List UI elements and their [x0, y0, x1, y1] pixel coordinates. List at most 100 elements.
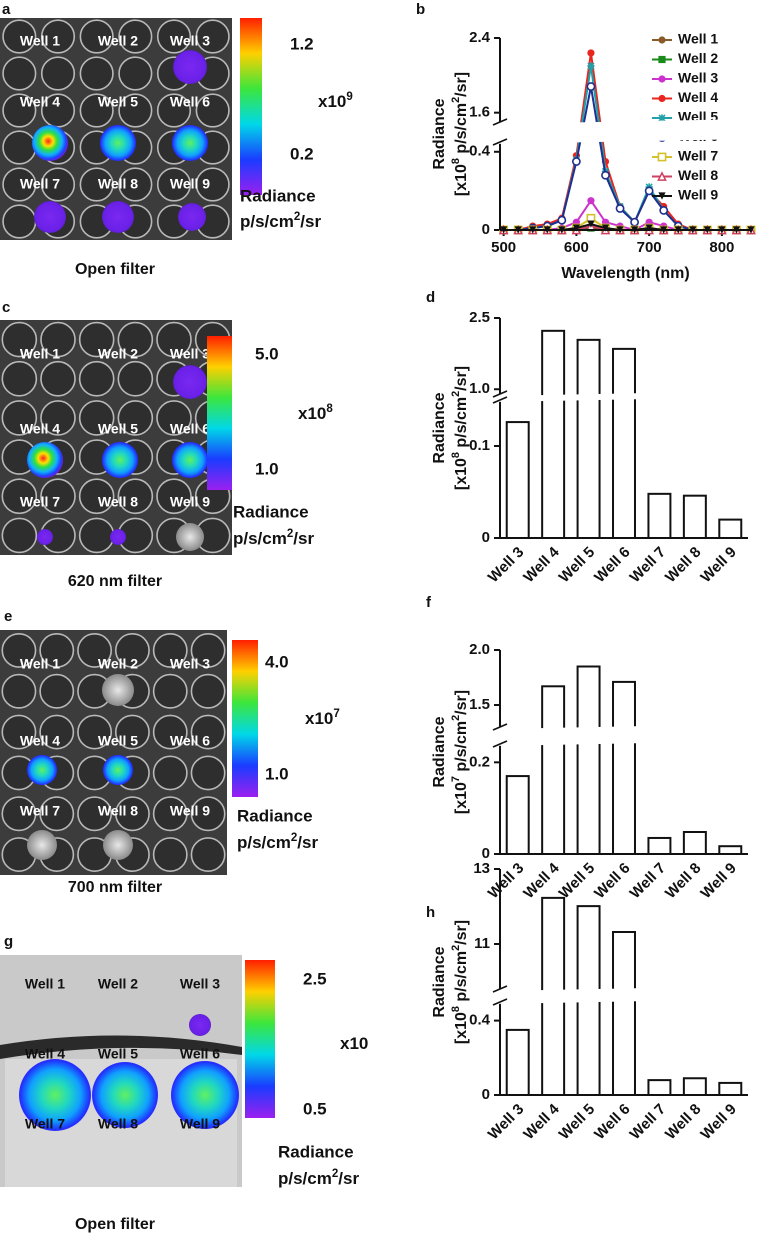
- colorbar: [245, 960, 275, 1118]
- well: [40, 56, 76, 91]
- scale-unit-part: p/s/cm: [233, 529, 287, 548]
- well: [40, 321, 76, 358]
- scale-multiplier-part: x10: [340, 1034, 368, 1053]
- signal-blob: [27, 442, 63, 478]
- x-tick-label: Well 5: [556, 860, 598, 902]
- panel-letter: h: [426, 904, 435, 921]
- well: [40, 93, 76, 128]
- well: [77, 632, 113, 668]
- signal-blob: [178, 203, 206, 231]
- x-tick-label: Well 3: [485, 544, 527, 586]
- bar: [505, 421, 530, 539]
- signal-blob: [100, 125, 136, 161]
- well-label: Well 6: [170, 421, 210, 437]
- bar: [576, 665, 601, 855]
- well: [156, 167, 192, 202]
- well-label: Well 1: [20, 346, 60, 362]
- scale-title: Radiance: [240, 186, 316, 205]
- bar: [647, 492, 672, 539]
- scale-title: Radiance: [233, 502, 309, 521]
- x-tick-label: Well 4: [520, 543, 563, 586]
- well-label: Well 4: [25, 1046, 65, 1062]
- x-tick-label: Well 8: [662, 860, 704, 902]
- well: [114, 714, 150, 750]
- bar: [612, 347, 636, 539]
- well: [195, 19, 230, 54]
- panel-letter: g: [4, 933, 13, 950]
- well: [117, 400, 154, 436]
- scale-max: 1.2: [290, 34, 314, 53]
- y-tick-label: 2.4: [469, 29, 491, 46]
- well: [79, 56, 114, 91]
- y-axis-unit-part: /sr]: [453, 366, 470, 391]
- scale-multiplier: x108: [298, 403, 333, 423]
- well-label: Well 7: [20, 803, 60, 819]
- signal-blob: [102, 674, 134, 706]
- well-label: Well 3: [170, 33, 210, 49]
- y-axis-unit: [x108 p/s/cm2/sr]: [450, 920, 470, 1044]
- bar: [505, 775, 530, 855]
- scale-multiplier: x109: [318, 91, 353, 111]
- x-tick-label: Well 7: [627, 1101, 669, 1143]
- marker: [657, 152, 667, 162]
- well: [118, 56, 153, 91]
- well: [156, 321, 192, 358]
- signal-blob: [19, 1059, 91, 1131]
- x-axis-label: Wavelength (nm): [561, 265, 689, 282]
- y-tick-label: 0.4: [469, 1012, 491, 1029]
- well: [2, 56, 37, 91]
- marker: [658, 192, 666, 200]
- well: [156, 19, 192, 54]
- x-tick-label: Well 3: [485, 860, 527, 902]
- bar: [541, 685, 566, 855]
- well-label: Well 7: [20, 176, 60, 192]
- y-axis-unit-part: p/s/cm: [453, 721, 470, 776]
- well-label: Well 1: [20, 33, 60, 49]
- scale-multiplier-part: x10: [318, 92, 346, 111]
- signal-blob: [103, 830, 133, 860]
- signal-blob: [172, 125, 208, 161]
- scale-multiplier: x107: [305, 708, 340, 728]
- x-tick-label: Well 7: [627, 860, 669, 902]
- y-axis-unit-part: 2: [450, 715, 462, 721]
- y-tick-label: 0: [482, 221, 490, 238]
- panel-caption: 700 nm filter: [68, 879, 162, 896]
- marker: [601, 170, 610, 180]
- panel-letter: f: [426, 594, 432, 611]
- bar: [718, 518, 743, 539]
- signal-blob: [171, 1061, 239, 1129]
- y-tick-label: 0: [482, 1086, 490, 1103]
- y-axis-unit-part: 7: [450, 776, 462, 782]
- well: [190, 673, 226, 709]
- scale-unit: p/s/cm2/sr: [240, 211, 321, 231]
- well: [114, 796, 150, 832]
- bar: [505, 1028, 530, 1097]
- y-tick-label: 0.2: [469, 753, 490, 770]
- scale-unit: p/s/cm2/sr: [278, 1168, 359, 1188]
- x-tick-label: Well 6: [591, 544, 633, 586]
- well: [2, 130, 37, 165]
- scale-unit-part: 2: [287, 528, 293, 540]
- marker: [658, 36, 666, 44]
- signal-blob: [173, 365, 207, 399]
- well: [190, 755, 226, 791]
- well: [152, 632, 188, 668]
- well: [39, 673, 75, 709]
- axis-break-mark: [492, 723, 508, 731]
- marker: [587, 220, 595, 228]
- legend-label: Well 4: [678, 89, 718, 105]
- marker: [601, 224, 610, 232]
- y-tick-label: 1.5: [469, 696, 490, 713]
- y-axis-label: Radiance: [431, 392, 448, 463]
- signal-blob: [34, 201, 66, 233]
- well: [156, 478, 192, 515]
- well: [156, 93, 192, 128]
- well-label: Well 5: [98, 94, 138, 110]
- scale-unit-part: /sr: [297, 833, 318, 852]
- signal-blob: [172, 442, 208, 478]
- x-tick-label: 800: [709, 239, 734, 256]
- well-label: Well 9: [170, 494, 210, 510]
- signal-blob: [37, 529, 53, 545]
- scale-min: 1.0: [255, 459, 279, 478]
